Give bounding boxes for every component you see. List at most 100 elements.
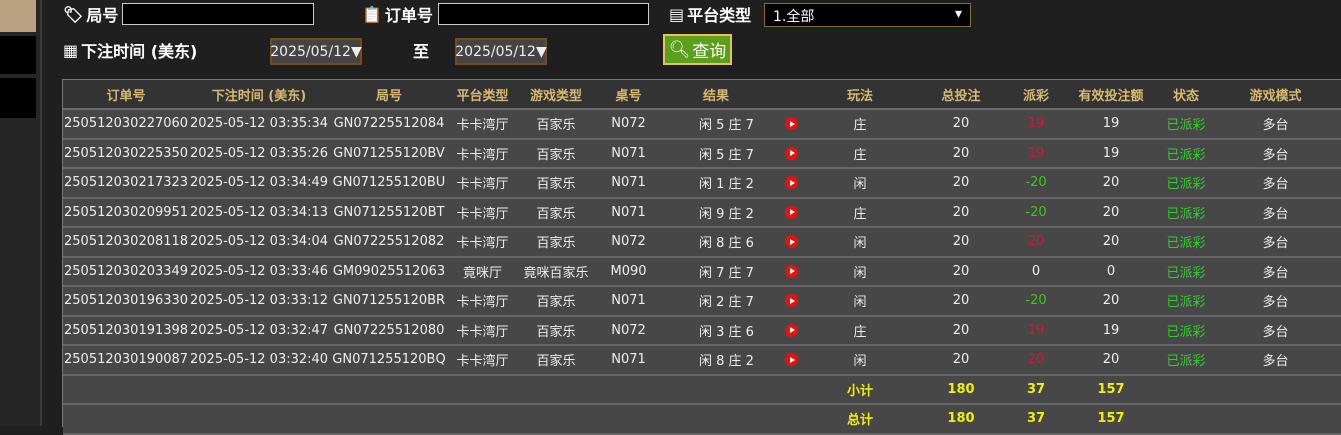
empty-cell [596,404,661,435]
empty-cell [516,404,596,435]
valid-bet-cell: 20 [1059,345,1163,376]
status-cell: 已派彩 [1163,109,1209,140]
result-cell: 闲 9 庄 2 [661,197,771,228]
query-button[interactable]: 🔍︎ 查询 [663,34,732,65]
play-video-icon[interactable] [784,353,798,367]
table-id-cell: M090 [596,256,661,287]
play-video-icon[interactable] [784,205,798,219]
table-id-cell: N072 [596,227,661,258]
valid-bet-cell: 20 [1059,197,1163,228]
column-header: 局号 [329,80,449,110]
empty-cell [63,374,189,405]
status-cell: 已派彩 [1163,197,1209,228]
game-mode-cell: 多台 [1209,315,1341,346]
round-id-cell: GM09025512063 [329,256,449,287]
order-input[interactable] [438,3,649,25]
round-label: 🏷 局号 [63,4,119,26]
status-cell: 已派彩 [1163,286,1209,317]
total-bet-cell: 20 [909,286,1013,317]
column-header: 平台类型 [449,80,516,110]
play-video-icon[interactable] [784,235,798,249]
empty-cell [1209,374,1341,405]
result-cell: 闲 8 庄 2 [661,345,771,376]
table-row[interactable]: 250512030203349 2025-05-12 03:33:46 GM0902… [63,256,1341,287]
total-bet-cell: 20 [909,256,1013,287]
table-row[interactable]: 250512030196330 2025-05-12 03:33:12 GN0712… [63,286,1341,317]
empty-cell [329,374,449,405]
play-video-icon[interactable] [784,264,798,278]
column-header: 玩法 [811,80,909,110]
round-input[interactable] [122,3,314,25]
replay-cell [771,227,811,258]
result-cell: 闲 1 庄 2 [661,168,771,199]
game-mode-cell: 多台 [1209,256,1341,287]
round-id-cell: GN071255120BR [329,286,449,317]
game-mode-cell: 多台 [1209,138,1341,169]
round-id-cell: GN071255120BT [329,197,449,228]
game-type-cell: 竟咪百家乐 [516,256,596,287]
replay-cell [771,286,811,317]
status-cell: 已派彩 [1163,227,1209,258]
play-video-icon[interactable] [784,294,798,308]
table-row[interactable]: 250512030209951 2025-05-12 03:34:13 GN0712… [63,197,1341,228]
status-cell: 已派彩 [1163,168,1209,199]
table-row[interactable]: 250512030191398 2025-05-12 03:32:47 GN0722… [63,315,1341,346]
list-icon: ▤ [669,4,685,24]
table-row[interactable]: 250512030208118 2025-05-12 03:34:04 GN0722… [63,227,1341,258]
replay-cell [771,138,811,169]
bet-time-cell: 2025-05-12 03:32:47 [189,315,329,346]
grand_total-valid_bet: 157 [1059,404,1163,435]
bet-time-cell: 2025-05-12 03:35:26 [189,138,329,169]
table-id-cell: N071 [596,286,661,317]
bet-type-cell: 庄 [811,315,909,346]
status-cell: 已派彩 [1163,138,1209,169]
sidebar-item[interactable] [0,78,36,118]
sidebar-tab[interactable] [0,0,36,32]
table-row[interactable]: 250512030190087 2025-05-12 03:32:40 GN0712… [63,345,1341,376]
replay-cell [771,109,811,140]
game-type-cell: 百家乐 [516,197,596,228]
play-video-icon[interactable] [784,323,798,337]
time-label: ▦ 下注时间 (美东) [63,40,198,62]
game-mode-cell: 多台 [1209,286,1341,317]
date-from-picker[interactable]: 2025/05/12▼ [270,38,362,65]
order-id-cell: 250512030190087 [63,345,189,376]
empty-cell [661,374,771,405]
platform-cell: 卡卡湾厅 [449,197,516,228]
bet-type-cell: 闲 [811,345,909,376]
platform-cell: 卡卡湾厅 [449,227,516,258]
sidebar [0,0,42,426]
empty-cell [1163,404,1209,435]
empty-cell [1209,404,1341,435]
platform-cell: 卡卡湾厅 [449,315,516,346]
game-type-cell: 百家乐 [516,286,596,317]
grand_total-total_bet: 180 [909,404,1013,435]
order-id-cell: 250512030191398 [63,315,189,346]
result-cell: 闲 8 庄 6 [661,227,771,258]
table-row[interactable]: 250512030225350 2025-05-12 03:35:26 GN0712… [63,138,1341,169]
payout-cell: 0 [1013,256,1059,287]
sidebar-item[interactable] [0,36,36,74]
result-cell: 闲 5 庄 7 [661,138,771,169]
order-id-cell: 250512030208118 [63,227,189,258]
play-video-icon[interactable] [784,117,798,131]
table-row[interactable]: 250512030227060 2025-05-12 03:35:34 GN0722… [63,109,1341,140]
empty-cell [329,404,449,435]
round-id-cell: GN071255120BV [329,138,449,169]
subtotal-payout: 37 [1013,374,1059,405]
empty-cell [771,374,811,405]
table-row[interactable]: 250512030217323 2025-05-12 03:34:49 GN0712… [63,168,1341,199]
column-header: 有效投注额 [1059,80,1163,110]
round-id-cell: GN071255120BU [329,168,449,199]
date-to-picker[interactable]: 2025/05/12▼ [455,38,547,65]
play-video-icon[interactable] [784,176,798,190]
bet-time-cell: 2025-05-12 03:34:49 [189,168,329,199]
empty-cell [596,374,661,405]
column-header: 游戏模式 [1209,80,1341,110]
play-video-icon[interactable] [784,146,798,160]
empty-cell [449,374,516,405]
order-id-cell: 250512030196330 [63,286,189,317]
platform-select[interactable]: 1.全部 ▾ [764,3,971,27]
column-header: 桌号 [596,80,661,110]
column-header: 结果 [661,80,771,110]
